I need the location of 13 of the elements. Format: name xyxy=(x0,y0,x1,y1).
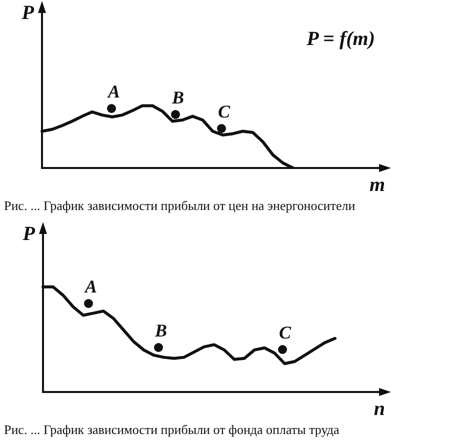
text: P = f(m) xyxy=(306,28,375,50)
text: Рис. ... График зависимости прибыли от цен на энергоносители xyxy=(4,198,356,213)
annotation: C xyxy=(218,102,231,122)
y-axis-title: P xyxy=(22,223,36,246)
annotation: B xyxy=(170,88,184,108)
x-axis-title: n xyxy=(374,398,385,420)
x-axis-title: m xyxy=(369,174,385,196)
annotation: A xyxy=(84,276,98,297)
annotation: C xyxy=(278,322,292,343)
text: A xyxy=(106,82,120,102)
annotation: B xyxy=(154,320,168,341)
y-axis-title: P xyxy=(20,2,35,24)
text: Рис. ... График зависимости прибыли от фонда оплаты труда xyxy=(4,422,340,437)
